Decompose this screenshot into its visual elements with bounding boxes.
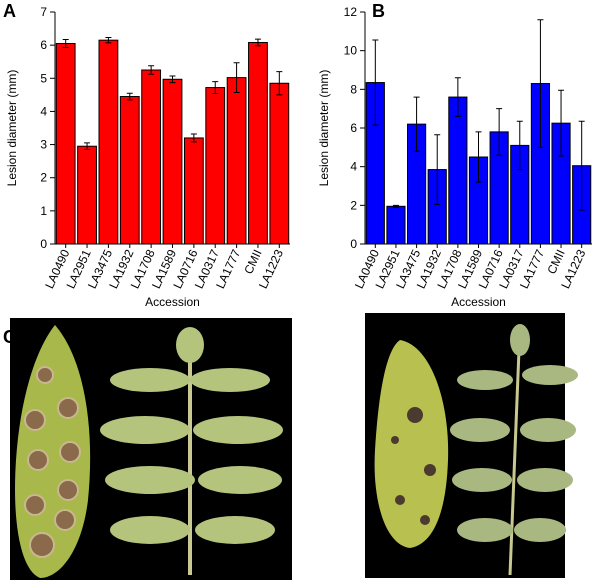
error-bar	[537, 19, 544, 148]
y-tick-label: 3	[40, 138, 47, 152]
bar	[141, 69, 162, 245]
y-tick-label: 12	[344, 5, 358, 19]
error-bar	[516, 120, 523, 171]
bar	[226, 77, 247, 245]
error-bar	[434, 134, 441, 205]
bar	[55, 42, 76, 245]
bar	[183, 137, 204, 245]
y-tick-label: 0	[350, 237, 357, 251]
y-tick-label: 5	[40, 71, 47, 85]
photo-c	[10, 318, 292, 580]
y-tick-label: 2	[350, 198, 357, 212]
x-axis-label: Accession	[145, 295, 200, 309]
error-bar	[105, 37, 112, 44]
error-bar	[62, 39, 69, 48]
y-tick-label: 10	[344, 44, 358, 58]
error-bar	[254, 38, 261, 47]
panel-label: B	[372, 1, 385, 21]
y-tick-label: 4	[350, 160, 357, 174]
bar	[269, 82, 290, 245]
bar	[205, 87, 226, 245]
y-tick-label: 6	[40, 38, 47, 52]
error-bar	[578, 120, 585, 211]
bar	[162, 78, 183, 245]
error-bar	[276, 71, 283, 96]
error-bar	[454, 77, 461, 117]
y-tick-label: 8	[350, 82, 357, 96]
error-bar	[558, 89, 565, 157]
y-axis-label: Lesion diameter (mm)	[5, 70, 19, 187]
error-bar	[233, 62, 240, 94]
error-bar	[84, 142, 91, 151]
error-bar	[496, 108, 503, 156]
x-axis-label: Accession	[451, 295, 506, 309]
panel-label: D	[370, 327, 383, 347]
y-tick-label: 6	[350, 121, 357, 135]
bar	[98, 39, 119, 245]
error-bar	[169, 75, 176, 84]
panel-label: C	[3, 327, 16, 347]
error-bar	[413, 96, 420, 152]
y-axis-label: Lesion diameter (mm)	[317, 70, 331, 187]
error-bar	[475, 131, 482, 183]
y-tick-label: 2	[40, 171, 47, 185]
bar	[448, 96, 468, 245]
panel-label: A	[3, 1, 16, 21]
bar	[386, 205, 406, 245]
error-bar	[190, 133, 197, 143]
photo-d	[365, 313, 578, 578]
error-bar	[126, 92, 133, 101]
bar	[119, 96, 140, 245]
error-bar	[212, 81, 219, 95]
bar	[248, 41, 268, 245]
y-tick-label: 7	[40, 5, 47, 19]
y-tick-label: 0	[40, 237, 47, 251]
error-bar	[392, 204, 399, 208]
bar	[77, 145, 97, 245]
y-tick-label: 4	[40, 104, 47, 118]
error-bar	[372, 39, 379, 126]
y-tick-label: 1	[40, 204, 47, 218]
error-bar	[148, 65, 155, 75]
